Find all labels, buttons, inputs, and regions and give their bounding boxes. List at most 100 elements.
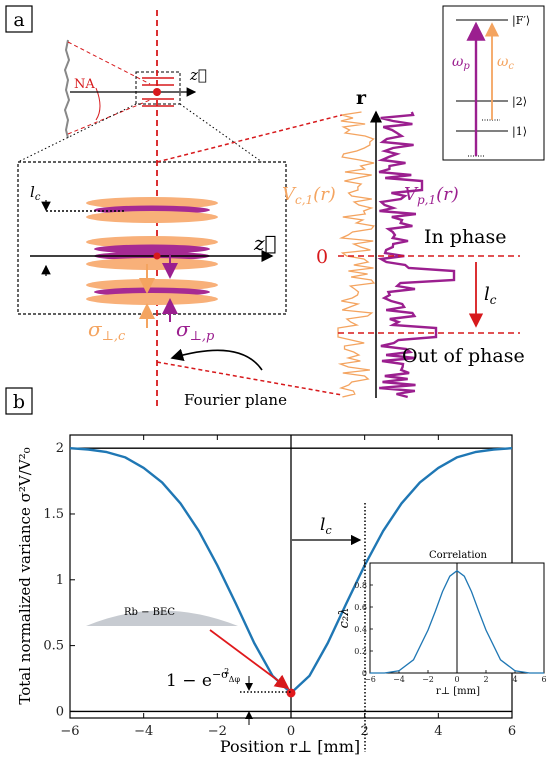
- panel-a-label: a: [13, 9, 24, 31]
- main-xtick-label: 0: [287, 724, 295, 739]
- vp-arg: (r): [436, 184, 459, 205]
- level-f-prime-label: |F′⟩: [512, 14, 530, 28]
- inset-xtick-label: −4: [393, 675, 405, 684]
- fourier-plane-arrow: [170, 348, 263, 371]
- inset-xtick-label: 4: [512, 675, 517, 684]
- main-xlabel: Position r⊥ [mm]: [220, 737, 360, 756]
- inset-lines: [370, 563, 544, 674]
- zoom-line-right: [179, 103, 263, 163]
- main-xtick-label: 4: [434, 724, 442, 739]
- lattice-center-dot: [153, 252, 161, 260]
- lc-sub: c: [35, 192, 41, 203]
- in-phase-label: In phase: [424, 226, 507, 248]
- z-axis-label: z⃗: [253, 231, 277, 255]
- na-cone-top: [67, 41, 151, 85]
- main-xtick-label: −4: [134, 724, 153, 739]
- floor-exp-sub: Δφ: [229, 675, 241, 684]
- sigma-c-label: σ⊥,c: [88, 317, 126, 344]
- sigma-c-sub: ⊥,c: [102, 329, 126, 344]
- main-xtick-label: −6: [60, 724, 79, 739]
- main-xtick-label: −2: [208, 724, 227, 739]
- inset-xtick-label: 6: [541, 675, 546, 684]
- vc-arg: (r): [313, 184, 336, 205]
- vc-speckle-trace: [337, 111, 376, 398]
- vp-letter: V: [404, 184, 419, 205]
- inset-xtick-label: 0: [454, 675, 459, 684]
- panel-a-label-box: [5, 5, 33, 33]
- inset-ytick-label: 0.8: [354, 581, 367, 590]
- inset-ytick-label: 0: [362, 669, 367, 678]
- zero-label: 0: [316, 246, 328, 268]
- bec-cloud: [86, 610, 238, 626]
- lc-label-zoom: lc: [30, 183, 41, 203]
- panel-a: a NA z⃗: [5, 5, 545, 410]
- lattice-pancakes: [86, 197, 218, 305]
- lc-label-speckle: lc: [484, 284, 497, 307]
- lc-sub-2: c: [490, 293, 497, 307]
- inset-xtick-label: −2: [422, 675, 434, 684]
- omega-c-sub: c: [508, 61, 514, 72]
- main-ytick-label: 1.5: [43, 507, 64, 522]
- vp-label: Vp,1(r): [404, 184, 459, 207]
- na-label: NA: [74, 77, 95, 92]
- inset-title: Correlation: [429, 550, 488, 561]
- lc-sub-b: c: [325, 524, 331, 537]
- bec-arrow: [209, 629, 290, 690]
- level-2-label: |2⟩: [512, 95, 527, 109]
- lc-letter: l: [30, 183, 35, 201]
- zoom-box-small: [135, 71, 181, 105]
- projection-line-top: [156, 114, 343, 163]
- floor-label: 1 − e−σΔφ2: [166, 667, 240, 691]
- main-xtick-label: 6: [508, 724, 516, 739]
- floor-exp: −σ: [212, 668, 229, 681]
- main-ylabel: Total normalized variance σ²V/V²₀: [16, 447, 34, 704]
- omega-c-label: ωc: [497, 54, 514, 72]
- inset-xlabel: r⊥ [mm]: [436, 686, 480, 697]
- panel-b: b −6 −4 −2 0 2 4 6 0 0.5 1 1.5 2 Position r⊥ [mm] T…: [5, 387, 547, 756]
- inset-ylabel: c₂λ: [337, 608, 352, 629]
- bec-label: Rb − BEC: [124, 607, 175, 618]
- inset-ytick-label: 0.2: [354, 647, 367, 656]
- omega-c-letter: ω: [497, 54, 509, 70]
- vp-speckle-trace: [377, 111, 456, 399]
- lc-label-b: lc: [320, 515, 332, 537]
- diffuser-surface: [63, 39, 71, 139]
- floor-exp-sup: 2: [224, 667, 229, 676]
- out-of-phase-label: Out of phase: [402, 345, 525, 367]
- vc-label: Vc,1(r): [282, 184, 336, 207]
- fourier-plane-label: Fourier plane: [184, 391, 287, 409]
- main-plot-lines: [69, 435, 513, 718]
- na-angle-arc: [95, 87, 101, 121]
- correlation-curve: [370, 569, 544, 674]
- inset-ytick-label: 0.6: [354, 603, 367, 612]
- vp-sub: p,1: [417, 193, 436, 207]
- omega-p-letter: ω: [452, 54, 464, 70]
- z-axis-label-top: z⃗: [189, 66, 207, 84]
- inset-ytick-label: 0.4: [354, 625, 367, 634]
- vc-sub: c,1: [295, 193, 313, 207]
- level-diagram-box: [442, 5, 545, 161]
- main-ytick-label: 2: [56, 441, 64, 456]
- vc-letter: V: [282, 184, 297, 205]
- panel-b-label-box: [5, 387, 33, 415]
- projection-line-bottom: [156, 361, 343, 396]
- inset-ytick-label: 1: [362, 559, 367, 568]
- main-ytick-label: 0: [56, 704, 64, 719]
- main-ytick-label: 0.5: [43, 639, 64, 654]
- inset-xtick-label: 2: [483, 675, 488, 684]
- na-cone-bottom: [67, 99, 151, 135]
- omega-p-sub: p: [463, 61, 470, 72]
- floor-base: 1 − e: [166, 671, 212, 691]
- r-axis-label: r: [356, 87, 367, 109]
- bec-center-dot: [286, 688, 296, 698]
- sigma-p-label: σ⊥,p: [176, 317, 215, 344]
- level-1-label: |1⟩: [512, 125, 527, 139]
- panel-b-label: b: [13, 391, 25, 413]
- main-ytick-label: 1: [56, 573, 64, 588]
- lc-letter-2: l: [484, 284, 490, 305]
- sigma-p-letter: σ: [176, 317, 191, 341]
- lc-letter-b: l: [320, 515, 325, 535]
- omega-p-label: ωp: [452, 54, 470, 72]
- inset-xtick-label: −6: [364, 675, 376, 684]
